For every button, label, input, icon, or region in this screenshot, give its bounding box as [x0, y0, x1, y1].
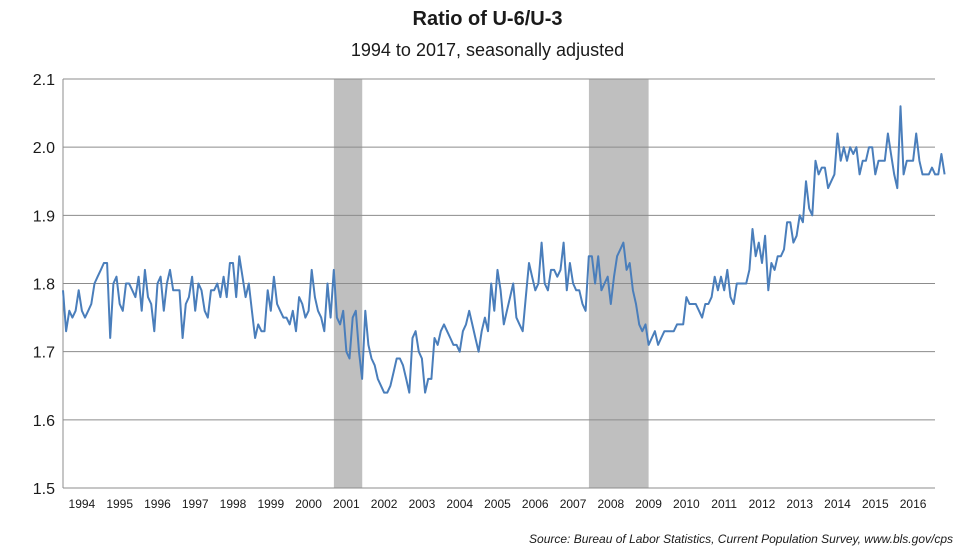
x-tick-label: 2015: [862, 497, 889, 511]
x-tick-label: 2008: [597, 497, 624, 511]
chart-subtitle: 1994 to 2017, seasonally adjusted: [350, 40, 625, 60]
x-tick-label: 2000: [295, 497, 322, 511]
y-tick-label: 1.8: [33, 277, 55, 294]
x-tick-label: 1996: [144, 497, 171, 511]
source-note: Source: Bureau of Labor Statistics, Curr…: [529, 532, 953, 546]
x-tick-label: 1997: [182, 497, 209, 511]
x-tick-label: 1998: [220, 497, 247, 511]
x-tick-label: 2007: [560, 497, 587, 511]
x-tick-label: 2003: [409, 497, 436, 511]
chart-title: Ratio of U-6/U-3: [412, 8, 563, 30]
series-line: [62, 105, 946, 394]
y-tick-label: 1.7: [33, 345, 55, 362]
x-tick-label: 2014: [824, 497, 851, 511]
y-tick-label: 1.9: [33, 208, 55, 225]
x-tick-label: 2006: [522, 497, 549, 511]
y-tick-label: 2.1: [33, 72, 55, 89]
y-tick-label: 1.5: [33, 481, 55, 498]
x-tick-label: 1999: [257, 497, 284, 511]
y-tick-labels: 1.5 1.6 1.7 1.8 1.9 2.0 2.1: [33, 72, 55, 498]
x-tick-label: 2011: [711, 497, 737, 511]
x-tick-label: 2001: [333, 497, 360, 511]
y-tick-label: 2.0: [33, 140, 55, 157]
x-tick-label: 2002: [371, 497, 398, 511]
x-tick-label: 2004: [446, 497, 473, 511]
axes: [62, 79, 935, 489]
x-tick-label: 1995: [106, 497, 133, 511]
x-tick-label: 2013: [786, 497, 813, 511]
series: [62, 105, 946, 394]
x-tick-label: 2005: [484, 497, 511, 511]
x-tick-label: 2009: [635, 497, 662, 511]
gridlines: [63, 78, 935, 421]
x-tick-label: 1994: [69, 497, 96, 511]
x-tick-label: 2010: [673, 497, 700, 511]
x-tick-label: 2016: [900, 497, 927, 511]
x-tick-label: 2012: [749, 497, 776, 511]
x-tick-labels: 1994 1995 1996 1997 1998 1999 2000 2001 2002 2003…: [69, 497, 927, 511]
y-tick-label: 1.6: [33, 413, 55, 430]
